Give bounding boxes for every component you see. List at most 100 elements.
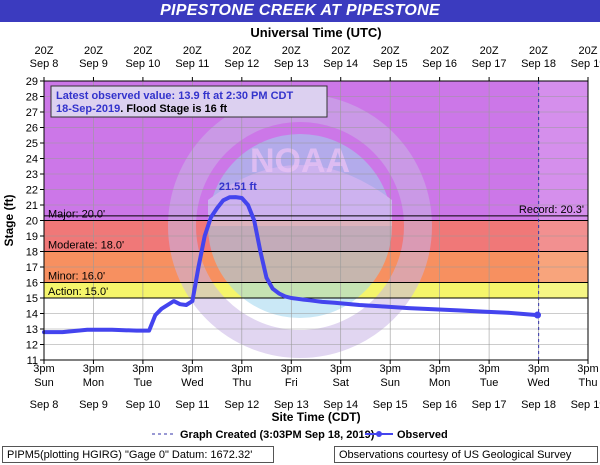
observed-point <box>110 328 114 332</box>
x-tick-date: Sep 10 <box>125 399 160 411</box>
x-tick-date: Sep 13 <box>274 399 309 411</box>
x-tick-time: 3pm <box>231 363 252 375</box>
x-tick-time: 3pm <box>132 363 153 375</box>
y-tick-label: 28 <box>26 92 38 104</box>
y-tick-label: 26 <box>26 123 38 135</box>
x-top-tick-time: 20Z <box>183 45 202 57</box>
observed-point <box>246 203 250 207</box>
y-tick-label: 15 <box>26 293 38 305</box>
x-tick-dow: Sat <box>332 377 349 389</box>
observed-point <box>481 310 485 314</box>
x-tick-date: Sep 14 <box>323 399 358 411</box>
y-tick-label: 17 <box>26 262 38 274</box>
x-tick-dow: Thu <box>232 377 251 389</box>
observations-credit: Observations courtesy of US Geological S… <box>334 446 598 463</box>
x-tick-date: Sep 18 <box>521 399 556 411</box>
chart-legend: Graph Created (3:03PM Sep 18, 2019) Obser… <box>152 429 448 441</box>
observed-point <box>221 198 225 202</box>
x-top-tick-date: Sep 9 <box>79 58 108 70</box>
observed-point <box>283 294 287 298</box>
y-tick-label: 12 <box>26 340 38 352</box>
observed-point <box>203 234 207 238</box>
peak-label: 21.51 ft <box>219 181 257 193</box>
x-tick-date: Sep 19 <box>571 399 600 411</box>
observed-point <box>407 306 411 310</box>
chart-annotations: 21.51 ft Latest observed value: 13.9 ft a… <box>50 85 328 193</box>
x-tick-time: 3pm <box>83 363 104 375</box>
observed-point <box>431 307 436 311</box>
y-tick-label: 19 <box>26 231 38 243</box>
latest-value-box <box>50 85 328 118</box>
y-tick-label: 21 <box>26 200 38 212</box>
y-tick-label: 25 <box>26 138 38 150</box>
observed-point <box>252 218 256 223</box>
threshold-label-record: Record: 20.3' <box>519 204 584 216</box>
observed-point <box>264 276 269 280</box>
x-tick-date: Sep 8 <box>30 399 59 411</box>
x-top-tick-date: Sep 18 <box>521 58 556 70</box>
observed-point <box>382 304 386 309</box>
x-tick-date: Sep 11 <box>175 399 209 411</box>
x-tick-date: Sep 12 <box>224 399 259 411</box>
observed-point <box>234 195 238 199</box>
x-tick-dow: Tue <box>134 377 153 389</box>
x-top-tick-time: 20Z <box>232 45 251 57</box>
x-top-tick-date: Sep 14 <box>323 58 358 70</box>
x-tick-dow: Wed <box>181 377 203 389</box>
y-tick-label: 22 <box>26 185 38 197</box>
observed-point <box>295 297 300 301</box>
x-top-axis-title: Universal Time (UTC) <box>250 25 381 40</box>
x-tick-date: Sep 9 <box>79 399 108 411</box>
observed-point <box>196 265 201 269</box>
title-bar: PIPESTONE CREEK AT PIPESTONE <box>0 0 600 22</box>
x-tick-dow: Thu <box>579 377 598 389</box>
x-tick-date: Sep 16 <box>422 399 457 411</box>
observed-point <box>135 329 139 333</box>
threshold-label-minor: Minor: 16.0' <box>48 271 105 283</box>
x-top-tick-date: Sep 15 <box>373 58 408 70</box>
x-top-tick-time: 20Z <box>381 45 400 57</box>
observed-point <box>258 249 262 254</box>
x-tick-dow: Wed <box>527 377 549 389</box>
x-tick-date: Sep 17 <box>472 399 507 411</box>
x-top-tick-date: Sep 10 <box>125 58 160 70</box>
y-tick-label: 16 <box>26 278 38 290</box>
x-top-tick-time: 20Z <box>35 45 54 57</box>
x-tick-time: 3pm <box>281 363 302 375</box>
observed-point <box>308 298 312 302</box>
x-top-tick-date: Sep 8 <box>30 58 59 70</box>
x-tick-time: 3pm <box>429 363 450 375</box>
observed-point <box>289 296 293 300</box>
y-tick-label: 18 <box>26 247 38 259</box>
observed-point <box>357 303 361 307</box>
x-tick-time: 3pm <box>379 363 400 375</box>
x-top-tick-time: 20Z <box>480 45 499 57</box>
series-observed <box>42 195 542 335</box>
x-tick-time: 3pm <box>33 363 54 375</box>
legend-observed-dot <box>376 431 382 437</box>
observed-point <box>159 307 164 311</box>
plot-frame <box>43 80 589 361</box>
latest-value-date-line: 18-Sep-2019. Flood Stage is 16 ft <box>56 103 228 115</box>
x-top-tick-date: Sep 11 <box>175 58 209 70</box>
y-axis-title: Stage (ft) <box>2 195 16 247</box>
x-top-tick-date: Sep 13 <box>274 58 309 70</box>
y-tick-label: 29 <box>26 76 38 88</box>
x-top-tick-date: Sep 17 <box>472 58 507 70</box>
threshold-lines: Major: 20.0' Moderate: 18.0' Minor: 16.0' A… <box>44 81 588 360</box>
x-top-tick-time: 20Z <box>430 45 449 57</box>
x-tick-time: 3pm <box>577 363 598 375</box>
x-axis-bottom: 3pm Sun Sep 8 3pm Mon Sep 9 3pm Tue Sep 10 3pm Wed… <box>30 360 600 424</box>
x-tick-time: 3pm <box>528 363 549 375</box>
observed-point <box>456 308 460 312</box>
x-tick-dow: Tue <box>480 377 499 389</box>
x-top-tick-time: 20Z <box>133 45 152 57</box>
observed-point <box>240 196 244 200</box>
observed-point <box>209 215 213 219</box>
observed-point <box>85 328 89 332</box>
observed-point <box>190 299 194 303</box>
x-top-tick-time: 20Z <box>331 45 350 57</box>
